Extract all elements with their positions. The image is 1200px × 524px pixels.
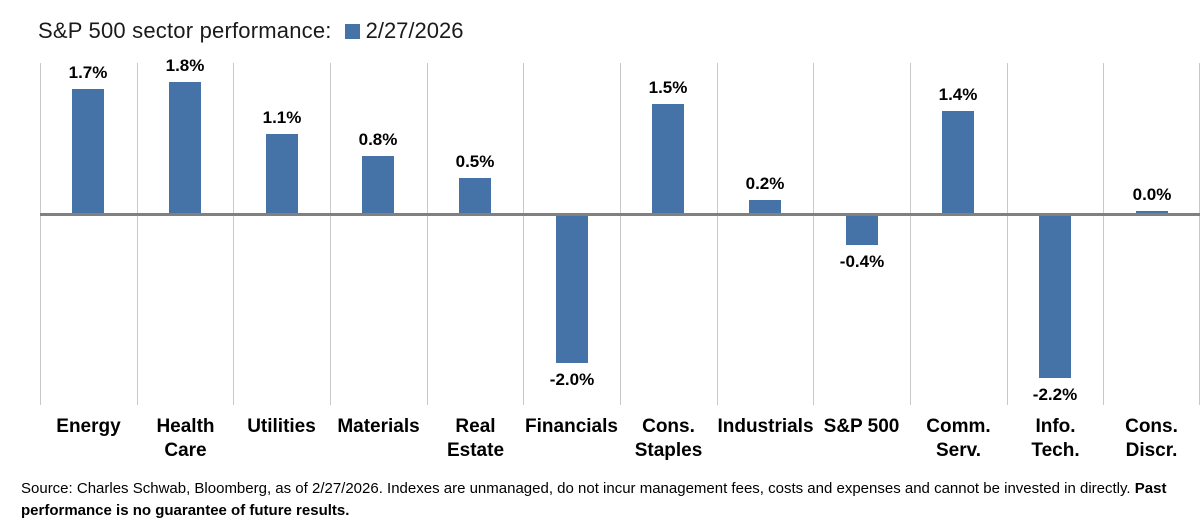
category-label-comm-serv: Comm. Serv. <box>926 416 991 461</box>
category-label-financials: Financials <box>525 416 618 437</box>
bar-real-estate <box>459 178 491 215</box>
bar-s-p-500 <box>846 215 878 245</box>
gridline <box>137 63 138 405</box>
category-label-materials: Materials <box>337 416 420 437</box>
bar-energy <box>72 89 104 215</box>
gridline <box>910 63 911 405</box>
bar-industrials <box>749 200 781 215</box>
bar-health-care <box>169 82 201 215</box>
gridline <box>233 63 234 405</box>
category-label-energy: Energy <box>56 416 121 437</box>
gridline <box>620 63 621 405</box>
gridline <box>1007 63 1008 405</box>
value-label-cons-staples: 1.5% <box>648 78 688 97</box>
bar-cons-staples <box>652 104 684 215</box>
category-label-real-estate: Real Estate <box>446 416 505 461</box>
category-label-cons-discr: Cons. Discr. <box>1125 416 1178 461</box>
legend-color-swatch <box>344 23 360 39</box>
category-axis: Energy Health Care Utilities Materials Real … <box>40 415 1200 475</box>
value-label-financials: -2.0% <box>549 370 595 389</box>
zero-axis-line <box>40 213 1200 216</box>
gridline <box>427 63 428 405</box>
value-label-cons-discr: 0.0% <box>1132 185 1172 204</box>
category-label-cons-staples: Cons. Staples <box>634 416 703 461</box>
value-label-comm-serv: 1.4% <box>938 85 978 104</box>
bar-info-tech <box>1039 215 1071 378</box>
value-label-materials: 0.8% <box>358 130 398 149</box>
disclaimer-text: Past performance is no guarantee of futu… <box>21 480 1167 519</box>
bar-utilities <box>266 134 298 215</box>
gridline <box>717 63 718 405</box>
gridline <box>1103 63 1104 405</box>
value-label-industrials: 0.2% <box>745 174 785 193</box>
source-text: Source: Charles Schwab, Bloomberg, as of… <box>21 480 1135 497</box>
category-label-s-p-500: S&P 500 <box>823 416 900 437</box>
chart-title: S&P 500 sector performance: <box>38 18 332 43</box>
plot-area: 1.7% 1.8% 1.1% 0.8% 0.5% -2.0% 1.5% 0.2% -0.4% 1.… <box>40 56 1200 405</box>
bar-financials <box>556 215 588 363</box>
category-label-info-tech: Info. Tech. <box>1031 416 1080 461</box>
gridline <box>523 63 524 405</box>
bar-materials <box>362 156 394 215</box>
chart-header: S&P 500 sector performance: 2/27/2026 <box>38 18 463 44</box>
source-note: Source: Charles Schwab, Bloomberg, as of… <box>21 478 1193 522</box>
value-label-energy: 1.7% <box>68 63 108 82</box>
category-label-industrials: Industrials <box>717 416 814 437</box>
gridline <box>40 63 41 405</box>
gridline <box>813 63 814 405</box>
value-label-info-tech: -2.2% <box>1032 385 1078 404</box>
value-label-health-care: 1.8% <box>165 56 205 75</box>
value-label-s-p-500: -0.4% <box>839 252 885 271</box>
category-label-utilities: Utilities <box>247 416 316 437</box>
category-label-health-care: Health Care <box>156 416 215 461</box>
legend-date-label: 2/27/2026 <box>365 18 464 43</box>
bar-comm-serv <box>942 111 974 215</box>
value-label-utilities: 1.1% <box>262 108 302 127</box>
gridline <box>330 63 331 405</box>
value-label-real-estate: 0.5% <box>455 152 495 171</box>
